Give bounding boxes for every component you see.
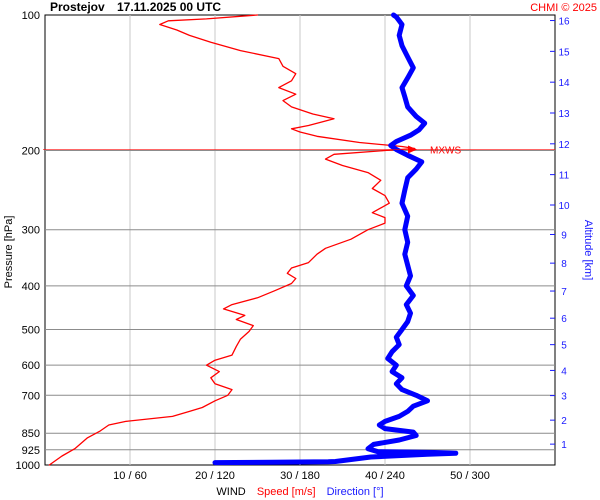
pressure-tick-label: 400 xyxy=(22,281,40,293)
altitude-tick-label: 9 xyxy=(561,230,567,241)
x-tick-label: 20 / 120 xyxy=(195,470,235,482)
altitude-tick-label: 8 xyxy=(561,259,567,270)
x-label-wind: WIND xyxy=(216,486,245,498)
direction-series-line xyxy=(212,12,459,466)
altitude-tick-label: 16 xyxy=(558,17,570,28)
altitude-tick-label: 2 xyxy=(561,416,567,427)
altitude-tick-label: 12 xyxy=(558,140,570,151)
altitude-tick-label: 10 xyxy=(558,201,570,212)
pressure-tick-label: 850 xyxy=(22,428,40,440)
x-label-direction: Direction [°] xyxy=(327,486,384,498)
y2-axis-label: Altitude [km] xyxy=(582,220,594,281)
speed-series-line xyxy=(48,14,416,466)
pressure-tick-label: 500 xyxy=(22,325,40,337)
x-tick-label: 50 / 300 xyxy=(450,470,490,482)
copyright: CHMI © 2025 xyxy=(530,2,597,14)
pressure-tick-label: 1000 xyxy=(16,460,40,472)
grid xyxy=(45,15,555,465)
x-tick-label: 40 / 240 xyxy=(365,470,405,482)
altitude-tick-label: 4 xyxy=(561,366,567,377)
pressure-tick-label: 925 xyxy=(22,445,40,457)
altitude-tick-label: 14 xyxy=(558,78,570,89)
x-ticks: 10 / 60 20 / 120 30 / 180 40 / 240 50 / 300 xyxy=(113,470,490,482)
altitude-tick-label: 13 xyxy=(558,109,570,120)
mxws-label: MXWS xyxy=(430,145,461,156)
x-tick-label: 30 / 180 xyxy=(280,470,320,482)
mxws-annotation: MXWS xyxy=(43,145,555,156)
x-label-speed: Speed [m/s] xyxy=(257,486,316,498)
altitude-tick-label: 5 xyxy=(561,341,567,352)
altitude-tick-label: 3 xyxy=(561,392,567,403)
pressure-tick-label: 300 xyxy=(22,225,40,237)
x-axis-label: WIND Speed [m/s] Direction [°] xyxy=(216,486,383,498)
x-tick-label: 10 / 60 xyxy=(113,470,147,482)
altitude-tick-label: 11 xyxy=(559,171,570,182)
station-name: Prostejov xyxy=(50,0,105,14)
altitude-tick-label: 7 xyxy=(561,287,567,298)
altitude-tick-label: 6 xyxy=(561,314,567,325)
pressure-tick-label: 700 xyxy=(22,390,40,402)
pressure-ticks: 100 200 300 400 500 600 700 850 925 1000 xyxy=(16,10,40,472)
pressure-tick-label: 600 xyxy=(22,360,40,372)
mxws-marker xyxy=(408,145,417,154)
y-axis-label: Pressure [hPa] xyxy=(3,216,15,289)
series xyxy=(48,12,459,466)
altitude-tick-label: 1 xyxy=(561,440,567,451)
pressure-tick-label: 100 xyxy=(22,10,40,22)
pressure-tick-label: 200 xyxy=(22,145,40,157)
altitude-tick-label: 15 xyxy=(558,47,570,58)
sounding-datetime: 17.11.2025 00 UTC xyxy=(117,0,221,14)
